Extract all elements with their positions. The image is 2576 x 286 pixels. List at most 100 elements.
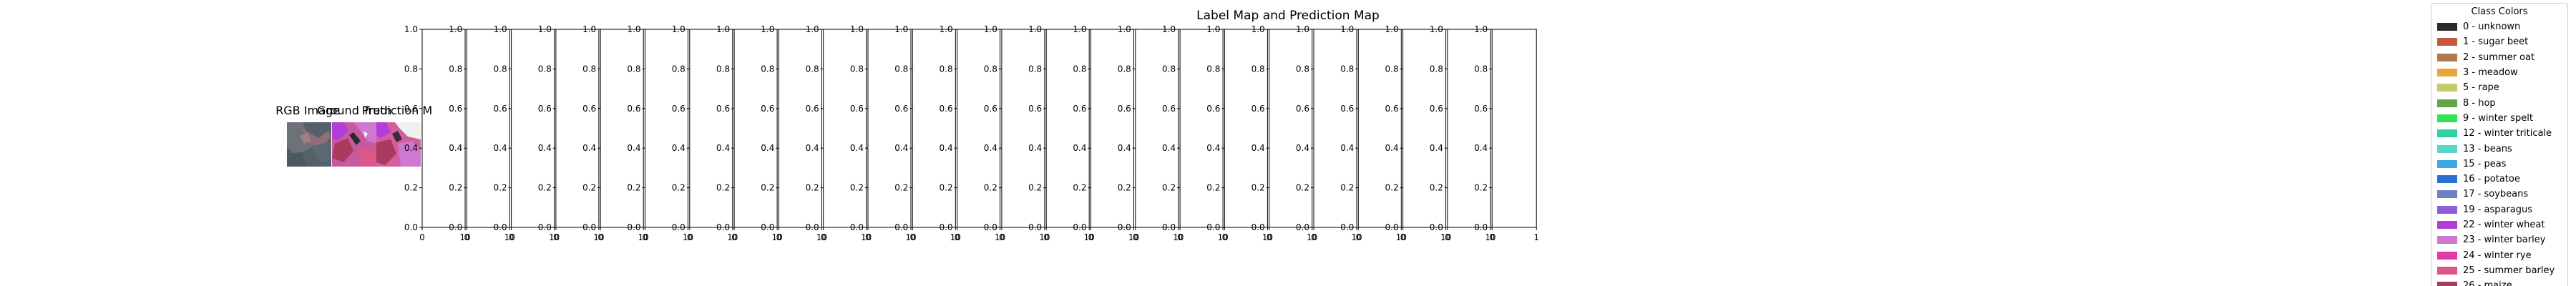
y-tick-label: 0.8 — [627, 64, 640, 74]
y-tick-label: 0.6 — [716, 104, 730, 114]
y-tick-label: 0.2 — [1385, 183, 1399, 193]
y-tick-label: 0.0 — [940, 222, 953, 232]
y-tick-label: 0.0 — [1385, 222, 1399, 232]
y-tick-label: 0.2 — [1474, 183, 1488, 193]
y-tick-label: 0.0 — [538, 222, 552, 232]
y-tick-label: 0.6 — [850, 104, 864, 114]
legend-label: 5 - rape — [2463, 82, 2499, 94]
y-tick-label: 1.0 — [1340, 24, 1354, 34]
axes-frame — [1447, 29, 1491, 228]
y-tick-label: 0.4 — [1430, 143, 1443, 153]
y-tick-label: 0.4 — [1073, 143, 1086, 153]
y-tick-label: 0.0 — [984, 222, 997, 232]
y-tick-label: 0.4 — [1028, 143, 1042, 153]
legend-label: 8 - hop — [2463, 97, 2496, 109]
x-tick-label: 0 — [553, 232, 559, 242]
y-tick-label: 0.0 — [1296, 222, 1309, 232]
legend-swatch — [2437, 221, 2457, 229]
axes-frame — [511, 29, 555, 228]
axes-frame — [867, 29, 912, 228]
y-tick-label: 0.4 — [1252, 143, 1265, 153]
y-tick-label: 0.2 — [1296, 183, 1309, 193]
y-tick-label: 0.2 — [806, 183, 819, 193]
y-tick-label: 0.4 — [1340, 143, 1354, 153]
y-tick-label: 0.0 — [1028, 222, 1042, 232]
legend-swatch — [2437, 114, 2457, 122]
legend-swatch — [2437, 129, 2457, 138]
legend-label: 0 - unknown — [2463, 21, 2521, 33]
x-tick-label: 0 — [509, 232, 514, 242]
y-tick-label: 0.6 — [1385, 104, 1399, 114]
axes-frame — [1357, 29, 1402, 228]
y-tick-label: 1.0 — [716, 24, 730, 34]
figure-title: Label Map and Prediction Map — [1196, 9, 1380, 23]
x-tick-label: 10 — [1396, 232, 1407, 242]
y-tick-label: 0.2 — [1118, 183, 1131, 193]
y-tick-label: 0.4 — [404, 143, 418, 153]
x-tick-label: 0 — [1355, 232, 1361, 242]
y-tick-label: 0.4 — [1118, 143, 1131, 153]
y-tick-label: 1.0 — [984, 24, 997, 34]
legend-item: 24 - winter rye — [2431, 247, 2567, 262]
axes-frame — [1402, 29, 1447, 228]
y-tick-label: 0.6 — [1028, 104, 1042, 114]
rgb-image — [287, 122, 331, 167]
x-tick-label: 10 — [816, 232, 827, 242]
y-tick-label: 0.6 — [1252, 104, 1265, 114]
y-tick-label: 0.2 — [538, 183, 552, 193]
y-tick-label: 0.4 — [1385, 143, 1399, 153]
y-tick-label: 0.2 — [1028, 183, 1042, 193]
y-tick-label: 0.2 — [761, 183, 774, 193]
x-tick-label: 1 — [1533, 232, 1539, 242]
axes-frame — [1179, 29, 1224, 228]
legend-label: 17 - soybeans — [2463, 189, 2529, 200]
legend-item: 25 - summer barley — [2431, 263, 2567, 278]
y-tick-label: 1.0 — [761, 24, 774, 34]
y-tick-label: 1.0 — [672, 24, 686, 34]
y-tick-label: 0.6 — [1162, 104, 1176, 114]
legend-item: 19 - asparagus — [2431, 202, 2567, 217]
legend-item: 22 - winter wheat — [2431, 217, 2567, 232]
y-tick-label: 0.8 — [1028, 64, 1042, 74]
legend-swatch — [2437, 159, 2457, 168]
y-tick-label: 1.0 — [894, 24, 908, 34]
y-tick-label: 0.6 — [1073, 104, 1086, 114]
y-tick-label: 0.2 — [850, 183, 864, 193]
axes-frame — [778, 29, 822, 228]
y-tick-label: 0.8 — [582, 64, 596, 74]
legend-item: 5 - rape — [2431, 80, 2567, 95]
x-tick-label: 10 — [905, 232, 916, 242]
axes-frame — [421, 29, 466, 228]
axes-frame — [1091, 29, 1134, 228]
legend-swatch — [2437, 84, 2457, 92]
x-tick-label: 0 — [865, 232, 871, 242]
axes-frame — [1224, 29, 1268, 228]
legend-label: 24 - winter rye — [2463, 250, 2532, 261]
y-tick-label: 0.2 — [1340, 183, 1354, 193]
x-tick-label: 0 — [821, 232, 826, 242]
axes-frame — [689, 29, 733, 228]
y-tick-label: 0.4 — [806, 143, 819, 153]
y-tick-label: 0.2 — [984, 183, 997, 193]
y-tick-label: 0.0 — [850, 222, 864, 232]
y-tick-label: 0.4 — [850, 143, 864, 153]
y-tick-label: 0.0 — [494, 222, 507, 232]
legend-item: 1 - sugar beet — [2431, 34, 2567, 49]
y-tick-label: 0.0 — [404, 222, 418, 232]
x-tick-label: 10 — [593, 232, 604, 242]
x-tick-label: 0 — [909, 232, 915, 242]
x-tick-label: 0 — [731, 232, 737, 242]
axes-frame — [1313, 29, 1357, 228]
legend-label: 9 - winter spelt — [2463, 112, 2534, 124]
legend-swatch — [2437, 23, 2457, 31]
y-tick-label: 0.4 — [984, 143, 997, 153]
y-tick-label: 0.2 — [494, 183, 507, 193]
y-tick-label: 0.6 — [1296, 104, 1309, 114]
y-tick-label: 0.8 — [894, 64, 908, 74]
axes-frame — [1045, 29, 1090, 228]
axes-frame — [957, 29, 1001, 228]
class-color-legend: Class Colors 0 - unknown 1 - sugar beet 2 … — [2431, 3, 2568, 286]
y-tick-label: 0.6 — [894, 104, 908, 114]
x-tick-label: 10 — [459, 232, 470, 242]
x-tick-label: 10 — [504, 232, 515, 242]
